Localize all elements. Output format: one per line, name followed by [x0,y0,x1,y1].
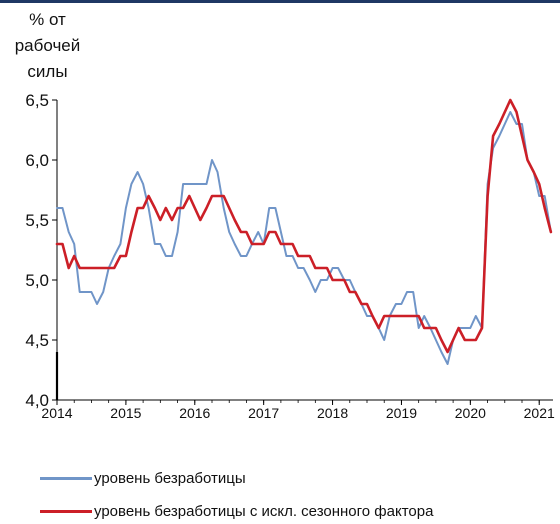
x-tick-label: 2019 [386,405,417,421]
x-tick-label: 2021 [524,405,555,421]
x-tick-label: 2015 [110,405,141,421]
y-tick-label: 5,0 [25,271,49,290]
y-tick-label: 6,0 [25,151,49,170]
x-tick-label: 2016 [179,405,210,421]
unemployment-line-chart: 4,0 4,5 5,0 5,5 6,0 6,5 2014 2015 2016 2017 2018 20… [25,91,555,421]
x-tick-label: 2018 [317,405,348,421]
series-line-seasonally-adjusted [55,98,553,354]
y-tick-label: 4,5 [25,331,49,350]
x-tick-label: 2020 [455,405,486,421]
top-border [0,0,560,3]
x-tick-label: 2017 [248,405,279,421]
legend-swatch-seasonally-adjusted [40,509,92,513]
series-line-unemployment [56,111,552,365]
x-tick-label: 2014 [41,405,72,421]
legend-item-seasonally-adjusted: уровень безработицы с искл. сезонного фа… [40,500,433,522]
legend-label-unemployment: уровень безработицы [94,469,246,487]
legend-label-seasonally-adjusted: уровень безработицы с искл. сезонного фа… [94,502,434,520]
y-axis-title-line-1: % от [29,10,66,29]
legend-item-unemployment: уровень безработицы [40,467,246,489]
y-tick-label: 4,0 [25,391,49,410]
y-axis-title-line-2: рабочей [14,36,81,55]
legend-swatch-unemployment [40,476,92,480]
y-tick-label: 5,5 [25,211,49,230]
y-tick-label: 6,5 [25,91,49,110]
y-axis-title-line-3: силы [27,62,68,81]
